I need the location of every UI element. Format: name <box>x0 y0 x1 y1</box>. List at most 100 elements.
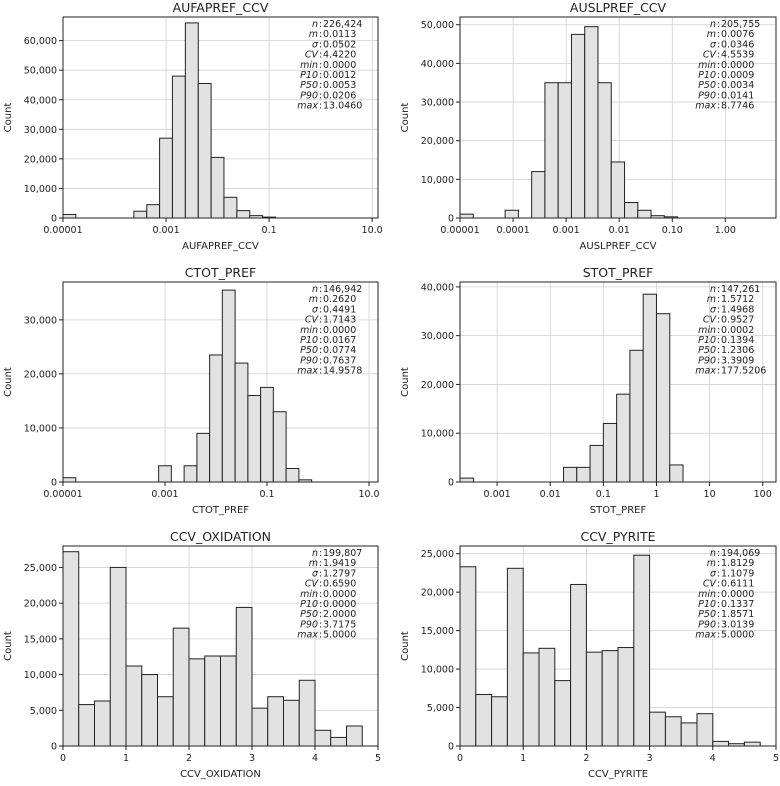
stat-key-min: min <box>300 325 318 336</box>
stat-separator: : <box>717 39 720 50</box>
stat-separator: : <box>717 101 720 112</box>
stat-key-p90: P90 <box>300 355 318 366</box>
histogram-bar <box>62 551 80 747</box>
chart-title: STOT_PREF <box>583 265 654 280</box>
stat-value-p90: 3.3909 <box>721 355 754 366</box>
stat-value-p90: 0.0206 <box>323 90 356 101</box>
stat-key-max: max <box>695 101 716 112</box>
y-tick-label: 0 <box>448 214 454 225</box>
stat-key-min: min <box>300 60 318 71</box>
stat-separator: : <box>717 579 720 590</box>
chart-title: CCV_OXIDATION <box>170 529 271 544</box>
stat-value-cv: 4.4220 <box>323 50 356 61</box>
histogram-bar <box>531 171 546 219</box>
x-tick-label: 0.001 <box>151 489 178 500</box>
stat-key-p10: P10 <box>698 70 716 81</box>
chart-title: CTOT_PREF <box>185 265 256 280</box>
stat-key-cv: CV <box>305 50 320 61</box>
stat-key-p50: P50 <box>698 80 716 91</box>
stat-value-p50: 0.0053 <box>323 80 356 91</box>
x-tick-label: 0.001 <box>484 489 511 500</box>
histogram-bar <box>576 466 591 483</box>
stat-value-p90: 3.0139 <box>721 619 754 630</box>
histogram-bar <box>183 465 198 483</box>
histogram-bar <box>283 699 300 747</box>
stat-value-p10: 0.0012 <box>323 70 356 81</box>
y-tick-label: 0 <box>51 214 57 225</box>
x-tick-label: 0.00001 <box>440 225 479 236</box>
stat-value-p50: 1.2306 <box>721 345 754 356</box>
stat-value-p10: 0.0167 <box>323 335 356 346</box>
histogram-bar <box>234 362 249 483</box>
x-tick-label: 0.00001 <box>43 489 82 500</box>
stat-key-p50: P50 <box>698 345 716 356</box>
stat-separator: : <box>319 284 322 295</box>
y-axis-label: Count <box>3 103 14 133</box>
histogram-bar <box>649 711 666 747</box>
stat-key-max: max <box>297 101 318 112</box>
stat-separator: : <box>717 29 720 40</box>
histogram-bar <box>538 647 556 747</box>
stat-separator: : <box>717 19 720 30</box>
y-tick-label: 40,000 <box>24 95 57 106</box>
stat-value-sigma: 1.1079 <box>721 568 754 579</box>
stat-value-p10: 0.1337 <box>721 599 754 610</box>
stat-separator: : <box>319 366 322 377</box>
stat-separator: : <box>717 284 720 295</box>
stat-separator: : <box>717 80 720 91</box>
x-tick-label: 5 <box>375 753 381 764</box>
y-tick-label: 25,000 <box>24 563 57 574</box>
histogram-bar <box>158 465 172 483</box>
stat-value-n: 226,424 <box>323 19 362 30</box>
histogram-bar <box>743 741 761 747</box>
stat-separator: : <box>319 579 322 590</box>
y-tick-label: 5,000 <box>30 706 57 717</box>
stat-key-max: max <box>297 630 318 641</box>
y-tick-label: 15,000 <box>24 634 57 645</box>
stat-key-p10: P10 <box>698 599 716 610</box>
y-tick-label: 20,000 <box>421 588 454 599</box>
stat-key-p10: P10 <box>300 599 318 610</box>
x-tick-label: 4 <box>710 753 716 764</box>
y-axis-label: Count <box>400 367 411 397</box>
histogram-bar <box>272 411 287 483</box>
plot-frame <box>62 545 379 747</box>
plot-frame <box>459 281 777 483</box>
stat-separator: : <box>319 315 322 326</box>
stat-separator: : <box>717 70 720 81</box>
stat-key-cv: CV <box>305 579 320 590</box>
x-tick-label: 0.1 <box>259 489 274 500</box>
stat-separator: : <box>717 294 720 305</box>
histogram-bar <box>146 204 161 219</box>
x-tick-label: 0.1 <box>596 489 611 500</box>
stat-value-p10: 0.1394 <box>721 335 754 346</box>
histogram-bar <box>664 716 682 747</box>
histogram-bar <box>133 210 148 219</box>
stat-value-m: 0.2620 <box>323 294 356 305</box>
stat-separator: : <box>319 355 322 366</box>
x-tick-label: 2 <box>583 753 589 764</box>
stat-key-m: m <box>309 294 318 305</box>
y-tick-label: 20,000 <box>24 154 57 165</box>
stat-separator: : <box>717 315 720 326</box>
panel-auslpref: 0.00001 0.0001 0.001 0.01 0.10 1.00 0 10,000 20,… <box>400 0 777 252</box>
stat-value-p50: 0.0034 <box>721 80 754 91</box>
stat-key-sigma: σ <box>312 39 319 50</box>
panel-pyrite: 0 1 2 3 4 5 0 5,000 10,000 15,000 20,000 25,000 CCV_… <box>400 529 779 780</box>
plot-frame <box>459 16 777 219</box>
stat-value-cv: 0.6590 <box>323 579 356 590</box>
stat-value-cv: 4.5539 <box>721 50 754 61</box>
y-axis-label: Count <box>3 367 14 397</box>
stat-key-max: max <box>297 366 318 377</box>
stat-key-min: min <box>698 589 716 600</box>
stat-separator: : <box>717 60 720 71</box>
histogram-bar <box>78 704 95 747</box>
stat-value-n: 199,807 <box>323 548 362 559</box>
stat-value-max: 13.0460 <box>323 101 362 112</box>
histogram-bar <box>62 213 77 219</box>
histogram-bar <box>188 658 206 747</box>
stat-value-min: 0.0002 <box>721 325 754 336</box>
x-tick-label: 10.0 <box>358 489 379 500</box>
stat-value-p10: 0.0009 <box>721 70 754 81</box>
